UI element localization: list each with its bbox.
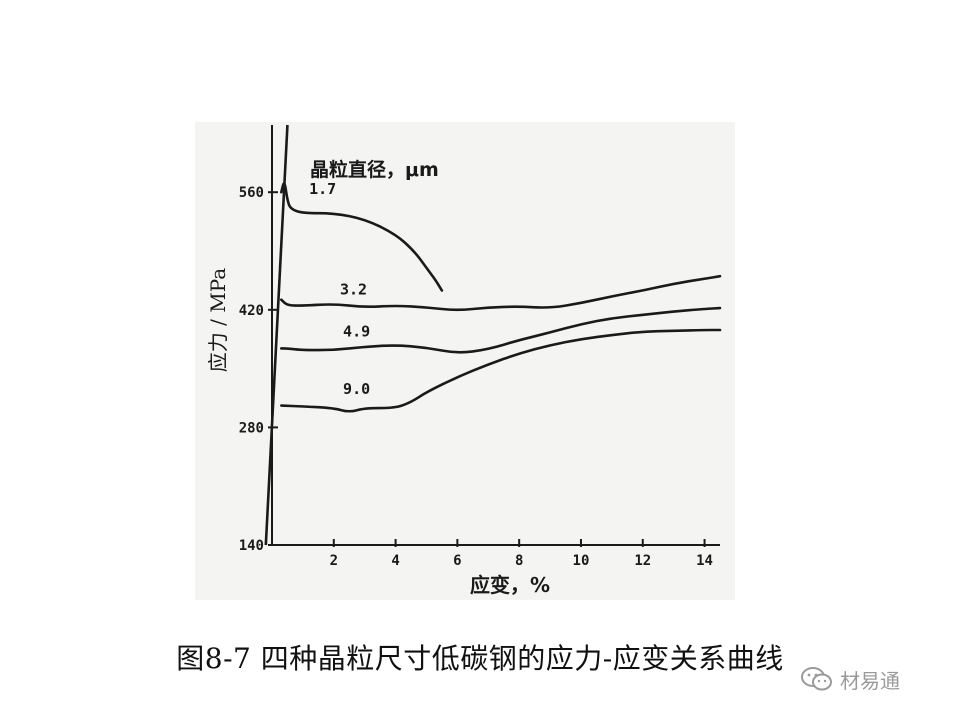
x-tick-label: 2 bbox=[330, 553, 338, 569]
x-tick-label: 14 bbox=[696, 553, 713, 569]
y-axis-label: 应力 / MPa bbox=[206, 268, 230, 372]
elastic-loading-line bbox=[264, 124, 289, 546]
x-tick-label: 10 bbox=[573, 553, 590, 569]
chart-series: 1.7 3.2 4.9 9.0 bbox=[264, 124, 722, 546]
y-tick-label: 280 bbox=[239, 420, 264, 436]
x-tick-label: 4 bbox=[391, 553, 399, 569]
x-axis-label: 应变，% bbox=[470, 573, 550, 597]
chart-axes bbox=[271, 125, 720, 546]
watermark: 材易通 bbox=[800, 664, 940, 694]
y-tick-label: 140 bbox=[239, 538, 264, 554]
series-label-4-9: 4.9 bbox=[343, 323, 370, 341]
x-tick-label: 6 bbox=[453, 553, 461, 569]
x-tick-label: 8 bbox=[515, 553, 523, 569]
figure-caption: 图8-7 四种晶粒尺寸低碳钢的应力-应变关系曲线 bbox=[176, 642, 784, 675]
watermark-text: 材易通 bbox=[840, 668, 900, 693]
series-label-9-0: 9.0 bbox=[343, 380, 370, 398]
series-label-3-2: 3.2 bbox=[340, 281, 367, 299]
y-tick-label: 560 bbox=[239, 185, 264, 201]
scanned-figure-background bbox=[195, 122, 735, 600]
series-line-1-7 bbox=[280, 182, 444, 292]
series-line-4-9 bbox=[280, 306, 722, 354]
y-tick-label: 420 bbox=[239, 303, 264, 319]
wechat-icon bbox=[801, 667, 832, 691]
chart-ticks: 140 280 420 560 2 4 6 8 10 12 14 bbox=[239, 185, 713, 569]
legend-title: 晶粒直径，μm bbox=[310, 158, 439, 181]
chart-labels: 应力 / MPa 应变，% 晶粒直径，μm bbox=[206, 158, 550, 597]
series-line-9-0 bbox=[280, 328, 722, 413]
series-label-1-7: 1.7 bbox=[309, 180, 336, 198]
x-tick-label: 12 bbox=[634, 553, 651, 569]
series-line-3-2 bbox=[280, 274, 722, 312]
